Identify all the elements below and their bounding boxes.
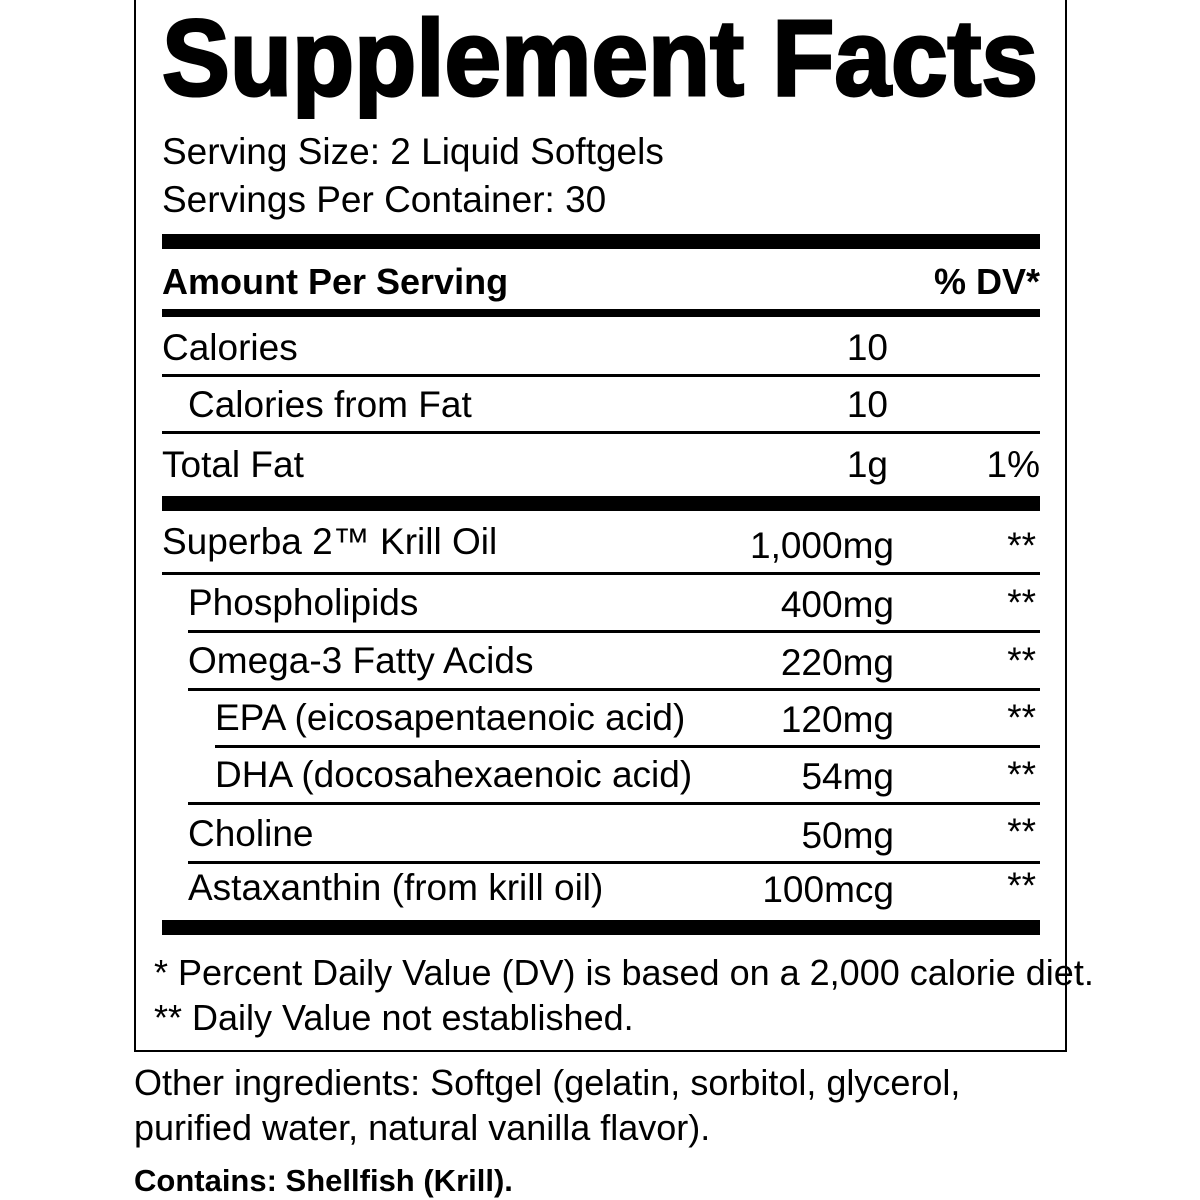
row-divider [188, 688, 1040, 691]
row-divider [188, 630, 1040, 633]
row-dv: ** [1007, 582, 1036, 623]
thick-divider [162, 496, 1040, 511]
thick-divider [162, 234, 1040, 249]
servings-per-container: Servings Per Container: 30 [162, 179, 607, 220]
row-name: EPA (eicosapentaenoic acid) [215, 697, 686, 738]
other-ingredients-line: purified water, natural vanilla flavor). [134, 1107, 711, 1148]
row-name: Total Fat [162, 444, 304, 485]
row-name: Astaxanthin (from krill oil) [188, 867, 604, 908]
row-divider [162, 431, 1040, 434]
row-divider [162, 374, 1040, 377]
title-svg: Supplement Facts [161, 0, 1040, 120]
row-dv: ** [1007, 754, 1036, 795]
footnote-dv: * Percent Daily Value (DV) is based on a… [154, 952, 1094, 993]
row-name: Calories from Fat [188, 384, 472, 425]
row-name: Calories [162, 327, 298, 368]
row-divider [188, 861, 1040, 864]
row-name: Phospholipids [188, 582, 419, 623]
row-dv: ** [1007, 697, 1036, 738]
dv-header: % DV* [933, 261, 1040, 302]
row-name: Choline [188, 813, 314, 854]
amount-per-serving-header: Amount Per Serving [162, 261, 509, 302]
allergen-statement: Contains: Shellfish (Krill). [134, 1163, 513, 1198]
serving-size: Serving Size: 2 Liquid Softgels [162, 131, 664, 172]
row-name: DHA (docosahexaenoic acid) [215, 754, 693, 795]
row-amount: 220mg [780, 642, 894, 683]
supplement-facts-panel [134, 0, 1067, 1052]
thick-divider [162, 920, 1040, 935]
row-amount: 10 [846, 384, 888, 425]
row-dv: ** [1007, 811, 1036, 852]
row-name: Omega-3 Fatty Acids [188, 640, 534, 681]
row-dv: 1% [986, 444, 1040, 485]
medium-divider [162, 309, 1040, 317]
row-amount: 1g [846, 444, 888, 485]
row-amount: 54mg [801, 756, 894, 797]
row-dv: ** [1007, 640, 1036, 681]
row-dv: ** [1007, 865, 1036, 906]
row-divider [215, 745, 1040, 748]
footnote-not-established: ** Daily Value not established. [154, 997, 634, 1038]
row-amount: 1,000mg [750, 525, 894, 566]
row-amount: 10 [846, 327, 888, 368]
row-name: Superba 2™ Krill Oil [162, 521, 498, 562]
row-dv: ** [1007, 525, 1036, 566]
other-ingredients-line: Other ingredients: Softgel (gelatin, sor… [134, 1062, 961, 1103]
row-amount: 50mg [801, 815, 894, 856]
row-amount: 120mg [780, 699, 894, 740]
row-divider [162, 572, 1040, 575]
row-amount: 400mg [780, 584, 894, 625]
row-divider [188, 802, 1040, 805]
panel-title: Supplement Facts [162, 0, 1038, 118]
row-amount: 100mcg [762, 869, 894, 910]
